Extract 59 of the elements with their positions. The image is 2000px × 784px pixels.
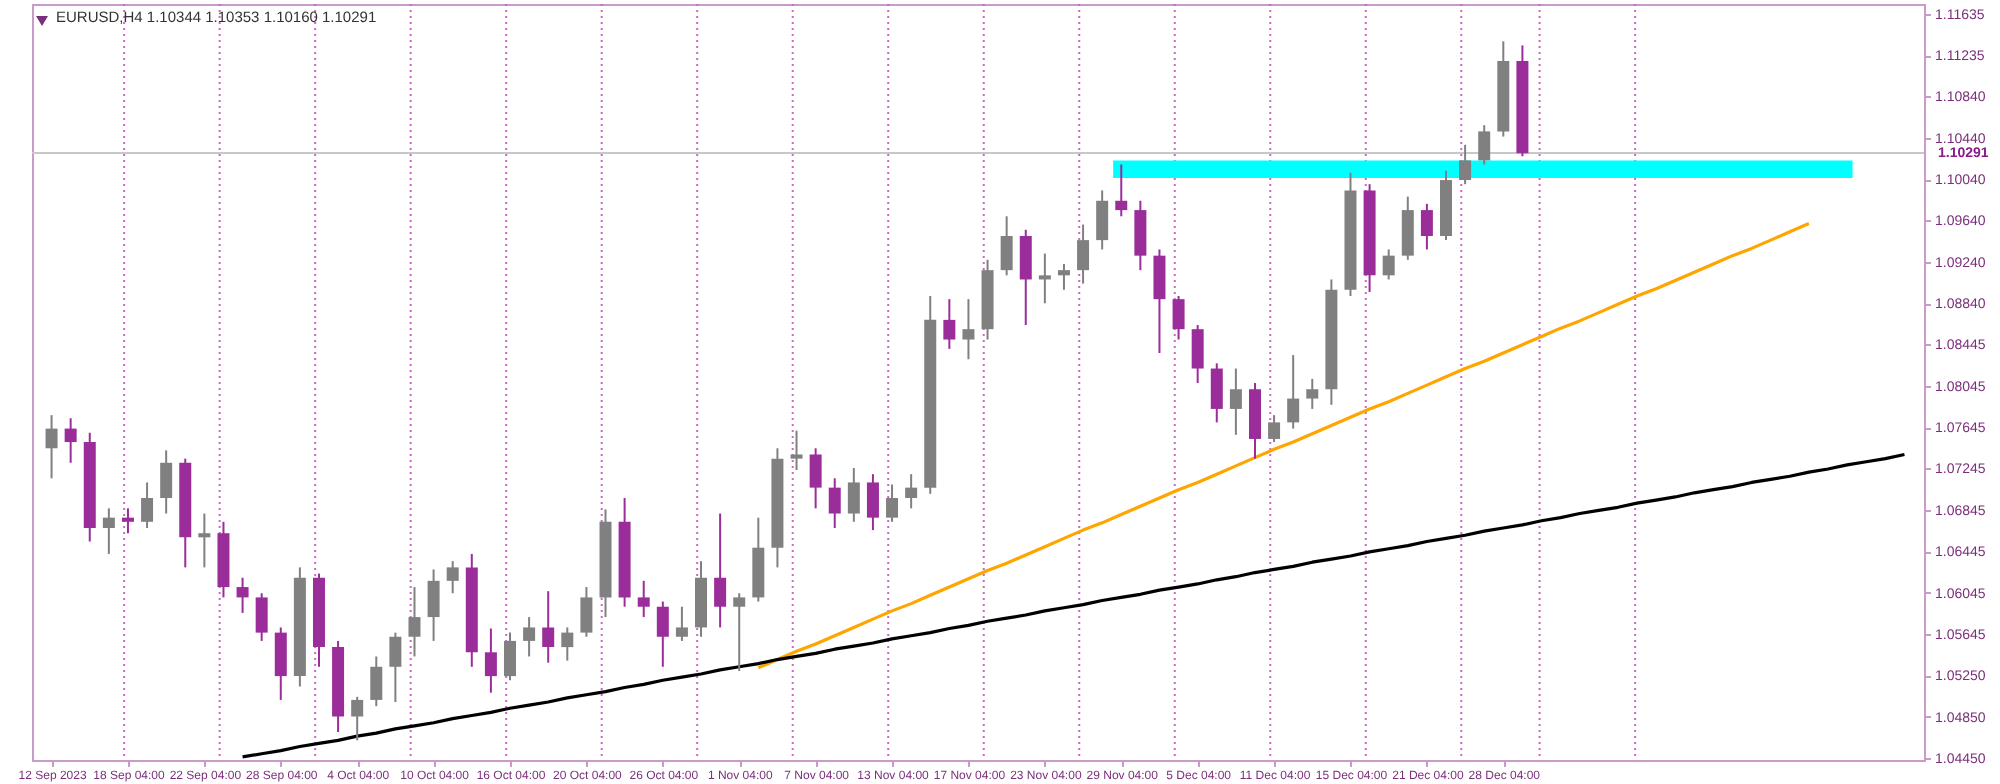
candlestick bbox=[809, 447, 822, 510]
candlestick bbox=[866, 473, 879, 532]
candlestick bbox=[790, 429, 803, 472]
candlestick bbox=[1115, 163, 1128, 218]
candlestick bbox=[1287, 354, 1300, 430]
candlestick bbox=[236, 576, 249, 614]
candlestick bbox=[427, 568, 440, 642]
candlestick bbox=[1191, 324, 1204, 385]
candlestick bbox=[160, 449, 173, 515]
candlestick bbox=[1077, 223, 1090, 285]
candlestick bbox=[714, 512, 727, 629]
candlestick bbox=[1478, 124, 1491, 166]
candlestick bbox=[1382, 248, 1395, 281]
candlestick bbox=[580, 586, 593, 638]
candlestick bbox=[523, 616, 536, 658]
candlestick bbox=[1268, 414, 1281, 444]
candlestick bbox=[1038, 252, 1051, 305]
candlestick bbox=[1096, 189, 1109, 251]
candlestick bbox=[121, 507, 134, 535]
candlestick bbox=[141, 481, 154, 530]
candlestick bbox=[1401, 195, 1414, 261]
candlestick bbox=[561, 626, 574, 662]
candlestick bbox=[733, 592, 746, 672]
candlestick bbox=[1000, 215, 1013, 277]
line-series bbox=[240, 452, 1907, 759]
candlestick bbox=[1172, 295, 1185, 341]
candlestick bbox=[1019, 228, 1032, 327]
candlestick bbox=[943, 298, 956, 350]
candlestick bbox=[389, 631, 402, 704]
candlestick bbox=[1306, 377, 1319, 410]
candlestick bbox=[446, 560, 459, 595]
candlestick bbox=[1210, 362, 1223, 424]
candlestick bbox=[1153, 248, 1166, 354]
candlestick bbox=[847, 466, 860, 523]
candlestick bbox=[828, 477, 841, 530]
candlestick bbox=[1459, 143, 1472, 186]
candlestick bbox=[45, 414, 58, 480]
candlestick bbox=[1229, 367, 1242, 436]
candlestick bbox=[504, 631, 516, 682]
candlestick bbox=[905, 473, 918, 510]
candlestick bbox=[102, 507, 115, 555]
candlestick bbox=[64, 417, 77, 464]
candlestick bbox=[484, 627, 497, 694]
candlestick bbox=[656, 600, 669, 668]
candlestick bbox=[198, 512, 211, 569]
candlestick bbox=[542, 590, 555, 664]
candlestick bbox=[274, 626, 287, 701]
candlestick bbox=[370, 655, 383, 708]
candlestick bbox=[962, 298, 975, 361]
candlestick bbox=[351, 695, 364, 742]
candlestick bbox=[637, 579, 650, 619]
candlestick bbox=[1057, 262, 1070, 291]
candlestick bbox=[408, 586, 421, 658]
candlestick bbox=[886, 483, 899, 523]
candlestick bbox=[1134, 199, 1147, 272]
line-series bbox=[756, 221, 1811, 670]
candlestick bbox=[255, 592, 268, 642]
candlestick bbox=[1420, 202, 1433, 251]
candlestick bbox=[675, 605, 688, 642]
